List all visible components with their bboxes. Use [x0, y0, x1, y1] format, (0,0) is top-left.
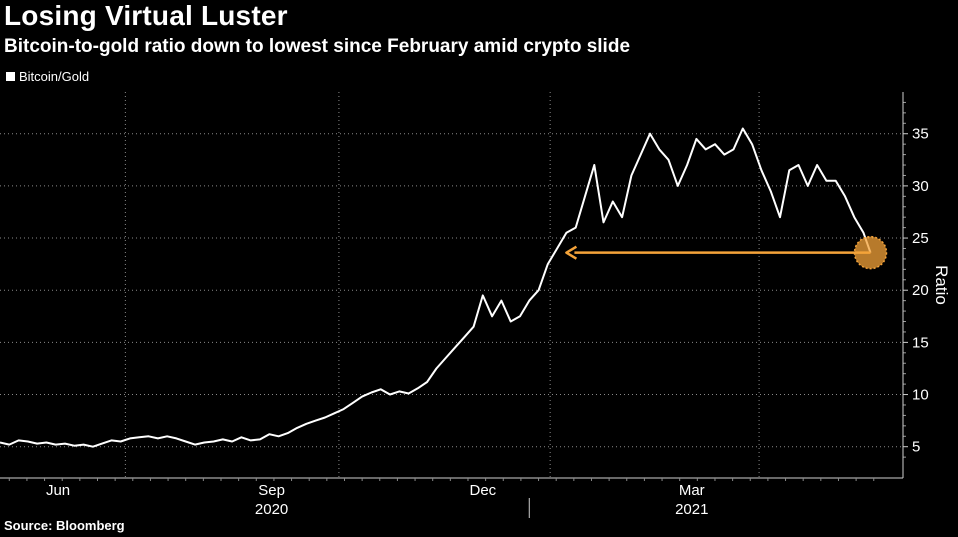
legend-label: Bitcoin/Gold: [19, 69, 90, 84]
annotation-arrow-head: [565, 245, 578, 260]
legend: Bitcoin/Gold: [6, 69, 89, 84]
series-line-bitcoin-gold: [0, 127, 872, 448]
chart-title: Losing Virtual Luster: [4, 0, 288, 31]
x-tick-label: Sep: [258, 482, 285, 499]
grid-layer: [0, 92, 903, 478]
axis-layer: 5 10 15 20 25 30 35 Jun Sep Dec Mar 2020 2021: [0, 92, 929, 518]
annotation-layer: [565, 235, 888, 270]
x-tick-label: Jun: [46, 482, 70, 499]
chart-subtitle: Bitcoin-to-gold ratio down to lowest sin…: [4, 36, 631, 57]
y-tick-label: 35: [912, 126, 929, 143]
x-year-label: 2021: [675, 501, 708, 518]
x-year-label: 2020: [255, 501, 288, 518]
y-tick-label: 5: [912, 439, 920, 456]
y-axis-label: Ratio: [932, 265, 951, 305]
x-tick-label: Mar: [679, 482, 705, 499]
legend-swatch: [6, 72, 15, 81]
series-layer: [0, 127, 872, 448]
y-tick-label: 10: [912, 387, 929, 404]
annotation-marker: [853, 235, 888, 270]
source-note: Source: Bloomberg: [4, 518, 125, 533]
y-tick-label: 20: [912, 282, 929, 299]
y-tick-label: 25: [912, 230, 929, 247]
x-tick-label: Dec: [469, 482, 496, 499]
y-tick-label: 15: [912, 334, 929, 351]
y-tick-label: 30: [912, 178, 929, 195]
